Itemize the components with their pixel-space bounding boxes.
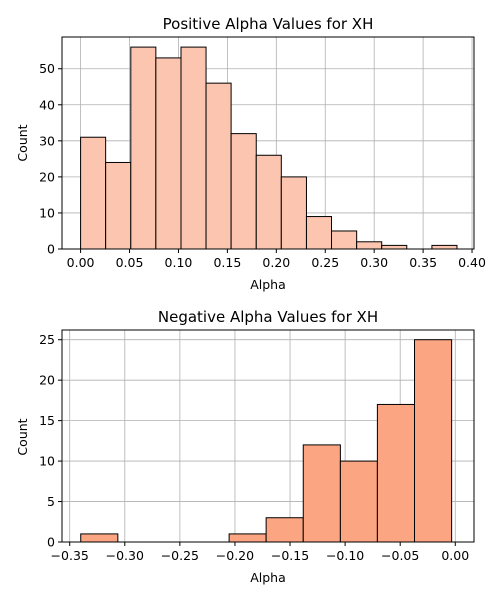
y-axis-label: Count: [15, 418, 30, 455]
histogram-bar: [305, 216, 333, 250]
x-tick-label: −0.15: [271, 548, 309, 563]
histogram-bar: [265, 517, 304, 543]
bars: [80, 339, 453, 543]
x-tick-label: 0.20: [262, 255, 290, 270]
x-tick-label: −0.25: [161, 548, 199, 563]
x-tick-label: 0.00: [441, 548, 469, 563]
x-axis-label: Alpha: [250, 277, 286, 292]
y-axis-label: Count: [15, 124, 30, 161]
positive-alpha-histogram: Positive Alpha Values for XH Alpha Count…: [15, 15, 486, 292]
y-tick-label: 15: [39, 413, 55, 428]
x-tick-label: 0.05: [116, 255, 144, 270]
plot-frame: [61, 329, 475, 543]
y-ticks: 0 5 10 15 20 25: [39, 332, 62, 550]
x-tick-label: −0.10: [326, 548, 364, 563]
y-tick-label: 5: [47, 494, 55, 509]
x-tick-label: −0.05: [381, 548, 419, 563]
y-tick-label: 10: [39, 454, 55, 469]
histogram-bar: [356, 241, 383, 250]
y-tick-label: 50: [39, 61, 55, 76]
histogram-bar: [80, 136, 107, 250]
y-tick-label: 0: [47, 535, 55, 550]
histogram-bar: [180, 46, 207, 250]
histogram-bar: [205, 82, 232, 250]
y-ticks: 0 10 20 30 40 50: [39, 61, 62, 257]
histogram-bar: [302, 444, 341, 543]
histogram-bar: [376, 403, 416, 543]
histogram-bar: [155, 57, 182, 250]
y-tick-label: 20: [39, 169, 55, 184]
x-tick-label: 0.25: [311, 255, 339, 270]
histogram-bar: [331, 230, 358, 250]
histogram-bar: [339, 460, 378, 543]
x-tick-label: −0.20: [216, 548, 254, 563]
plot-frame: [61, 36, 475, 250]
x-tick-label: −0.35: [51, 548, 89, 563]
x-tick-label: 0.40: [458, 255, 486, 270]
negative-alpha-histogram: Negative Alpha Values for XH Alpha Count…: [15, 308, 475, 585]
histogram-bar: [414, 339, 453, 543]
y-tick-label: 40: [39, 97, 55, 112]
histogram-bar: [230, 133, 257, 250]
histogram-bar: [280, 176, 307, 250]
x-axis-label: Alpha: [250, 570, 286, 585]
x-ticks: −0.35 −0.30 −0.25 −0.20 −0.15 −0.10 −0.05 0.00: [51, 542, 469, 563]
histogram-bar: [255, 154, 282, 250]
x-tick-label: 0.00: [67, 255, 95, 270]
y-tick-label: 0: [47, 242, 55, 257]
histogram-bar: [228, 533, 267, 543]
histogram-bar: [80, 533, 119, 543]
chart-title: Positive Alpha Values for XH: [163, 15, 374, 33]
y-tick-label: 25: [39, 332, 55, 347]
chart-title: Negative Alpha Values for XH: [158, 308, 378, 326]
y-tick-label: 20: [39, 373, 55, 388]
histogram-bar: [381, 244, 408, 250]
y-tick-label: 10: [39, 205, 55, 220]
x-tick-label: 0.10: [165, 255, 193, 270]
x-tick-label: −0.30: [106, 548, 144, 563]
histogram-bar: [105, 161, 132, 250]
x-tick-label: 0.35: [409, 255, 437, 270]
bars: [80, 46, 458, 250]
y-tick-label: 30: [39, 133, 55, 148]
x-ticks: 0.00 0.05 0.10 0.15 0.20 0.25 0.30 0.35 0.40: [67, 249, 486, 270]
histogram-bar: [431, 244, 458, 250]
x-tick-label: 0.30: [360, 255, 388, 270]
x-tick-label: 0.15: [213, 255, 241, 270]
histogram-bar: [130, 46, 157, 250]
